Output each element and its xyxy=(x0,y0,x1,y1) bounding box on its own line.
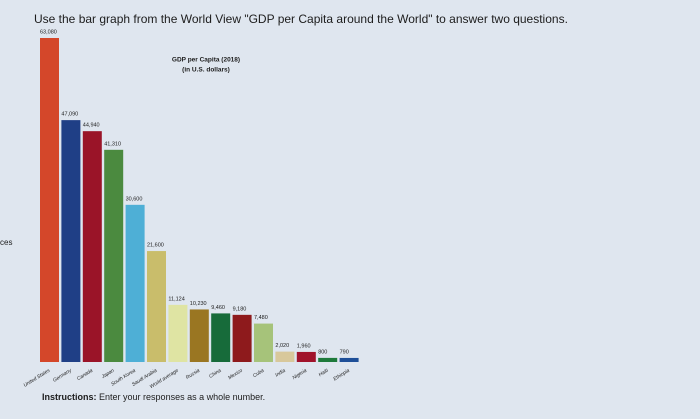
bar xyxy=(296,351,316,362)
value-label: 21,600 xyxy=(147,243,164,249)
bar xyxy=(189,309,209,362)
bar xyxy=(40,38,59,362)
question: Use the bar graph from the World View "G… xyxy=(34,12,568,26)
value-label: 9,460 xyxy=(211,305,225,311)
bar xyxy=(275,351,295,362)
bar xyxy=(232,314,252,362)
chart-title: GDP per Capita (2018) xyxy=(172,57,240,64)
category-label: United States xyxy=(23,367,52,388)
value-label: 9,180 xyxy=(233,306,247,312)
value-label: 47,090 xyxy=(61,112,78,118)
value-label: 30,600 xyxy=(126,196,143,202)
category-label: Cuba xyxy=(252,368,266,380)
bar xyxy=(168,304,188,362)
category-label: China xyxy=(208,368,222,380)
value-label: 2,020 xyxy=(275,343,289,349)
bar xyxy=(211,313,231,362)
value-label: 11,124 xyxy=(168,296,184,302)
chart-subtitle: (in U.S. dollars) xyxy=(182,67,230,74)
value-label: 10,230 xyxy=(190,301,207,307)
value-label: 790 xyxy=(340,349,349,355)
bar xyxy=(125,204,145,362)
bar xyxy=(254,323,273,362)
bar xyxy=(318,357,338,362)
value-label: 41,310 xyxy=(104,141,121,147)
bar xyxy=(82,131,102,362)
instructions-label: Instructions: xyxy=(42,392,97,402)
category-label: Germany xyxy=(52,367,73,383)
value-label: 63,080 xyxy=(40,29,57,35)
category-label: Russia xyxy=(185,368,201,381)
side-text: ces xyxy=(0,238,12,247)
bar xyxy=(339,357,359,362)
instructions-text: Enter your responses as a whole number. xyxy=(99,392,265,402)
category-label: Ethiopia xyxy=(332,368,351,383)
instructions: Instructions: Enter your responses as a … xyxy=(42,392,265,402)
value-label: 800 xyxy=(318,349,327,355)
bar xyxy=(147,251,166,362)
bar xyxy=(104,149,124,362)
category-label: Nigeria xyxy=(291,368,308,382)
value-label: 44,940 xyxy=(83,123,100,129)
category-label: Haiti xyxy=(318,367,330,378)
category-label: Mexico xyxy=(227,368,244,382)
category-label: Canada xyxy=(76,368,94,382)
category-label: India xyxy=(274,368,287,379)
value-label: 7,480 xyxy=(254,315,268,321)
bar xyxy=(61,120,81,362)
value-label: 1,960 xyxy=(297,343,311,349)
category-label: Japan xyxy=(100,368,116,381)
